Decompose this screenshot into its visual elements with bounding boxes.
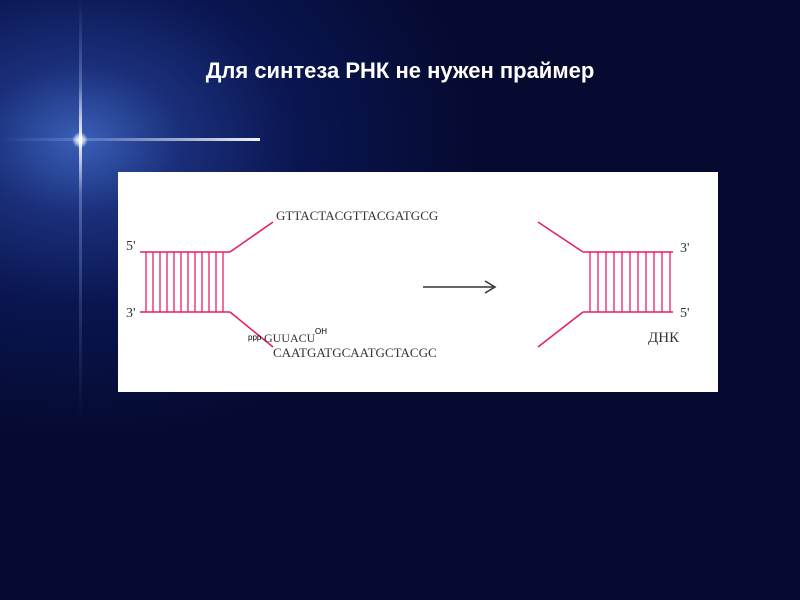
right-bottom-end: 5'	[680, 306, 690, 321]
left-duplex	[140, 222, 273, 347]
dna-label: ДНК	[648, 330, 680, 346]
rna-synthesis-diagram: 5' 3' GTTACTACGTTACGATGCG CAATGATGCAATGC…	[118, 172, 718, 392]
slide-title: Для синтеза РНК не нужен праймер	[0, 58, 800, 84]
right-duplex	[538, 222, 673, 347]
reaction-arrow	[423, 281, 495, 293]
lens-flare-core	[72, 132, 88, 148]
left-bottom-sequence: CAATGATGCAATGCTACGC	[273, 345, 437, 360]
left-5prime: 5'	[126, 239, 136, 254]
svg-text:OH: OH	[315, 327, 327, 336]
lens-flare-horizontal	[0, 138, 260, 141]
svg-text:ppp: ppp	[248, 333, 262, 342]
rna-primer-label: ppp GUUACU OH	[248, 327, 327, 345]
svg-text:GUUACU: GUUACU	[264, 331, 316, 345]
right-top-end: 3'	[680, 241, 690, 256]
diagram-container: 5' 3' GTTACTACGTTACGATGCG CAATGATGCAATGC…	[118, 172, 718, 392]
left-3prime: 3'	[126, 306, 136, 321]
left-top-sequence: GTTACTACGTTACGATGCG	[276, 208, 438, 223]
